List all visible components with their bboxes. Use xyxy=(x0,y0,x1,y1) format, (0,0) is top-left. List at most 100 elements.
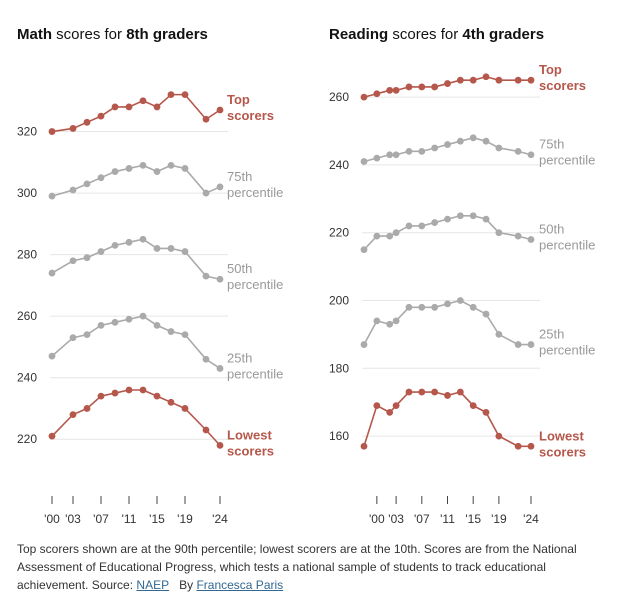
math-lowest-scorers-point xyxy=(202,426,210,434)
reading-50th-percentile-point xyxy=(495,229,503,237)
math-x-tick-label: '19 xyxy=(177,512,193,526)
naep-source-link[interactable]: NAEP xyxy=(136,578,170,592)
math-y-tick-label: 300 xyxy=(17,186,37,200)
math-lowest-scorers-point xyxy=(167,398,175,406)
reading-50th-percentile-point xyxy=(482,215,490,223)
reading-75th-percentile-label: 75th percentile xyxy=(539,137,595,168)
reading-75th-percentile-point xyxy=(527,151,535,159)
reading-50th-percentile-point xyxy=(444,215,451,223)
reading-75th-percentile-point xyxy=(431,144,439,152)
reading-x-tick-label: '19 xyxy=(491,512,507,526)
math-lowest-scorers-point xyxy=(153,392,161,400)
math-25th-percentile-point xyxy=(181,331,189,339)
math-x-tick-label: '24 xyxy=(212,512,228,526)
reading-25th-percentile-point xyxy=(418,303,426,311)
reading-top-scorers-point xyxy=(482,73,490,81)
reading-25th-percentile-point xyxy=(456,297,464,304)
math-y-tick-label: 260 xyxy=(17,309,37,323)
reading-50th-percentile-point xyxy=(456,212,464,220)
math-75th-percentile-point xyxy=(202,189,210,197)
author-link[interactable]: Francesca Paris xyxy=(196,578,284,592)
math-lowest-scorers-point xyxy=(97,392,105,400)
reading-top-scorers-point xyxy=(418,83,426,91)
reading-lowest-scorers-point xyxy=(514,442,522,450)
reading-top-scorers-point xyxy=(469,76,477,84)
math-25th-percentile-point xyxy=(83,331,91,339)
reading-50th-percentile-point xyxy=(405,222,413,230)
math-50th-percentile-point xyxy=(97,248,105,255)
reading-top-scorers-point xyxy=(495,76,503,84)
charts-canvas: Math scores for 8th graders 220 240 260 280… xyxy=(17,26,595,526)
math-top-scorers-label: Top scorers xyxy=(227,92,274,123)
math-75th-percentile-point xyxy=(125,165,133,172)
reading-50th-percentile-point xyxy=(418,222,426,230)
reading-top-scorers-point xyxy=(514,76,522,84)
reading-25th-percentile-point xyxy=(527,341,535,348)
math-50th-percentile-point xyxy=(153,245,161,252)
math-top-scorers-point xyxy=(202,115,210,123)
math-75th-percentile-label: 75th percentile xyxy=(227,169,283,200)
math-50th-percentile-point xyxy=(111,241,119,249)
math-top-scorers-point xyxy=(48,128,56,135)
reading-y-tick-label: 160 xyxy=(329,429,349,443)
reading-top-scorers-point xyxy=(527,76,535,84)
math-75th-percentile-point xyxy=(181,165,189,172)
reading-y-tick-label: 220 xyxy=(329,226,349,240)
reading-50th-percentile-point xyxy=(386,232,394,240)
math-top-scorers-point xyxy=(97,112,105,120)
math-25th-percentile-point xyxy=(216,365,224,372)
reading-25th-percentile-label: 25th percentile xyxy=(539,327,595,358)
math-25th-percentile-point xyxy=(139,312,147,320)
math-x-tick-label: '03 xyxy=(65,512,81,526)
math-lowest-scorers-label: Lowest scorers xyxy=(227,427,274,458)
reading-75th-percentile-point xyxy=(444,141,451,148)
math-top-scorers-point xyxy=(153,103,161,111)
reading-25th-percentile-point xyxy=(360,341,368,348)
reading-25th-percentile-point xyxy=(392,317,400,325)
reading-top-scorers-point xyxy=(360,93,368,101)
chart-footnote: Top scorers shown are at the 90th percen… xyxy=(17,540,617,594)
reading-x-tick-label: '07 xyxy=(414,512,430,526)
math-top-scorers-point xyxy=(181,91,189,99)
reading-lowest-scorers-point xyxy=(386,408,394,416)
reading-75th-percentile-point xyxy=(456,137,464,145)
reading-lowest-scorers-point xyxy=(495,432,503,440)
reading-top-scorers-point xyxy=(386,86,394,94)
math-x-tick-label: '07 xyxy=(93,512,109,526)
math-25th-percentile-point xyxy=(48,352,56,360)
math-50th-percentile-point xyxy=(125,238,133,246)
reading-75th-percentile-point xyxy=(386,151,394,159)
math-50th-percentile-point xyxy=(48,269,56,277)
math-chart-title: Math scores for 8th graders xyxy=(17,26,208,43)
math-75th-percentile-point xyxy=(139,161,147,169)
math-y-tick-label: 320 xyxy=(17,125,37,139)
reading-25th-percentile-point xyxy=(386,320,394,328)
math-25th-percentile-point xyxy=(202,355,210,363)
reading-top-scorers-point xyxy=(392,86,400,94)
reading-x-tick-label: '00 xyxy=(369,512,385,526)
math-lowest-scorers-point xyxy=(139,386,147,394)
reading-y-tick-label: 180 xyxy=(329,361,349,375)
math-75th-percentile-point xyxy=(167,161,175,169)
math-top-scorers-point xyxy=(83,118,91,126)
math-25th-percentile-line xyxy=(51,315,221,370)
math-50th-percentile-line xyxy=(51,238,221,281)
math-75th-percentile-point xyxy=(111,168,119,175)
reading-lowest-scorers-point xyxy=(418,388,426,396)
reading-75th-percentile-point xyxy=(469,134,477,142)
reading-lowest-scorers-point xyxy=(431,388,439,396)
math-25th-percentile-point xyxy=(125,315,133,323)
math-lowest-scorers-point xyxy=(83,405,91,412)
reading-50th-percentile-point xyxy=(392,229,400,237)
reading-50th-percentile-point xyxy=(360,246,368,254)
math-top-scorers-point xyxy=(167,91,175,99)
math-lowest-scorers-point xyxy=(111,389,119,397)
math-50th-percentile-point xyxy=(181,248,189,255)
math-lowest-scorers-point xyxy=(181,405,189,412)
math-50th-percentile-label: 50th percentile xyxy=(227,261,283,292)
math-x-tick-label: '11 xyxy=(122,512,137,526)
reading-top-scorers-point xyxy=(456,76,464,84)
reading-50th-percentile-point xyxy=(431,219,439,226)
math-lowest-scorers-line xyxy=(51,389,221,446)
reading-top-scorers-point xyxy=(431,83,439,91)
